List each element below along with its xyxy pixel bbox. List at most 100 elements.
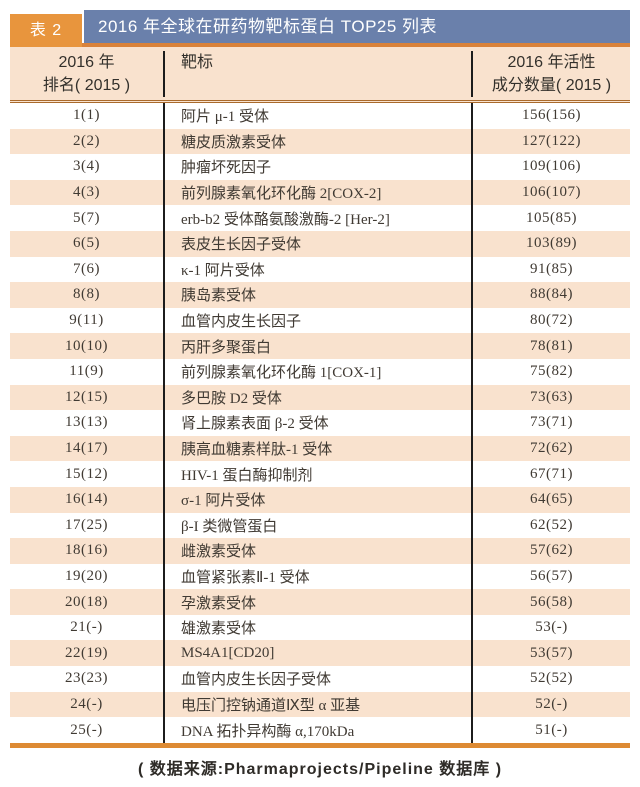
count-cell: 105(85) [526,209,577,226]
count-cell: 78(81) [530,337,573,354]
target-cell: 糖皮质激素受体 [163,128,473,155]
count-cell: 72(62) [530,440,573,457]
data-source-note: ( 数据来源:Pharmaprojects/Pipeline 数据库 ) [137,760,503,778]
table-row: 23(23) 血管内皮生长因子受体 52(52) [10,666,630,692]
count-cell: 53(57) [530,644,573,661]
count-cell: 73(63) [530,388,573,405]
count-cell: 64(65) [530,491,573,508]
target-cell: 孕激素受体 [163,589,473,615]
count-cell: 127(122) [522,132,581,149]
rank-cell: 14(17) [65,440,108,457]
rank-cell: 18(16) [65,542,108,559]
rank-cell: 9(11) [69,312,104,329]
target-cell: σ-1 阿片受体 [163,486,473,513]
count-cell: 103(89) [526,235,577,252]
count-cell: 67(71) [530,465,573,482]
count-cell: 62(52) [530,516,573,533]
table-row: 24(-) 电压门控钠通道Ⅸ型 α 亚基 52(-) [10,691,630,718]
target-cell: DNA 拓扑异构酶 α,170kDa [163,717,473,743]
rank-cell: 21(-) [70,619,103,636]
table-row: 3(4) 肿瘤坏死因子 109(106) [10,154,630,180]
rank-cell: 20(18) [65,593,108,610]
count-cell: 109(106) [522,158,581,175]
column-header-rank-line1: 2016 年 [58,54,115,71]
table-row: 10(10) 丙肝多聚蛋白 78(81) [10,333,630,359]
count-cell: 52(52) [530,670,573,687]
table-row: 13(13) 肾上腺素表面 β-2 受体 73(71) [10,410,630,436]
column-header-count-line1: 2016 年活性 [507,54,596,71]
target-cell: 胰高血糖素样肽-1 受体 [163,435,473,462]
count-cell: 75(82) [530,363,573,380]
table-body: 1(1) 阿片 μ-1 受体 156(156) 2(2) 糖皮质激素受体 127… [10,103,630,743]
table-figure-page: 2016 年全球在研药物靶标蛋白 TOP25 列表 表 2 2016 年 排名(… [0,10,640,787]
table-row: 20(18) 孕激素受体 56(58) [10,589,630,615]
column-header-target: 靶标 [163,51,473,97]
column-header-target-label: 靶标 [181,54,214,71]
count-cell: 80(72) [530,312,573,329]
table-row: 16(14) σ-1 阿片受体 64(65) [10,486,630,513]
target-cell: 雌激素受体 [163,538,473,564]
rank-cell: 6(5) [73,235,100,252]
column-header-count: 2016 年活性 成分数量( 2015 ) [473,51,630,97]
count-cell: 73(71) [530,414,573,431]
rank-cell: 3(4) [73,158,100,175]
count-cell: 56(58) [530,593,573,610]
count-cell: 88(84) [530,286,573,303]
title-underline-strip [10,43,630,47]
column-header-rank: 2016 年 排名( 2015 ) [10,51,163,97]
target-cell: β-I 类微管蛋白 [163,512,473,539]
table-row: 14(17) 胰高血糖素样肽-1 受体 72(62) [10,435,630,462]
target-cell: HIV-1 蛋白酶抑制剂 [163,461,473,487]
count-cell: 56(57) [530,567,573,584]
target-cell: 多巴胺 D2 受体 [163,384,473,411]
count-cell: 53(-) [535,619,568,636]
target-cell: 血管内皮生长因子 [163,307,473,334]
table-row: 22(19) MS4A1[CD20] 53(57) [10,640,630,667]
table-row: 11(9) 前列腺素氧化环化酶 1[COX-1] 75(82) [10,358,630,385]
rank-cell: 2(2) [73,132,100,149]
count-cell: 57(62) [530,542,573,559]
rank-cell: 7(6) [73,260,100,277]
rank-cell: 16(14) [65,491,108,508]
rank-cell: 12(15) [65,388,108,405]
target-cell: 表皮生长因子受体 [163,230,473,257]
target-cell: 血管内皮生长因子受体 [163,666,473,692]
rank-cell: 25(-) [70,721,103,738]
target-cell: 前列腺素氧化环化酶 2[COX-2] [163,179,473,206]
target-cell: 阿片 μ-1 受体 [163,103,473,129]
target-cell: 血管紧张素Ⅱ-1 受体 [163,563,473,590]
table-row: 1(1) 阿片 μ-1 受体 156(156) [10,103,630,129]
table-row: 19(20) 血管紧张素Ⅱ-1 受体 56(57) [10,563,630,590]
targets-table: 2016 年 排名( 2015 ) 靶标 2016 年活性 成分数量( 2015… [10,47,630,743]
count-cell: 51(-) [535,721,568,738]
table-row: 9(11) 血管内皮生长因子 80(72) [10,307,630,334]
table-row: 21(-) 雄激素受体 53(-) [10,614,630,641]
target-cell: 丙肝多聚蛋白 [163,333,473,359]
table-row: 7(6) κ-1 阿片受体 91(85) [10,256,630,283]
target-cell: 肿瘤坏死因子 [163,154,473,180]
rank-cell: 15(12) [65,465,108,482]
rank-cell: 19(20) [65,567,108,584]
table-row: 17(25) β-I 类微管蛋白 62(52) [10,512,630,539]
table-row: 6(5) 表皮生长因子受体 103(89) [10,230,630,257]
table-row: 4(3) 前列腺素氧化环化酶 2[COX-2] 106(107) [10,179,630,206]
table-row: 15(12) HIV-1 蛋白酶抑制剂 67(71) [10,461,630,487]
target-cell: 胰岛素受体 [163,282,473,308]
rank-cell: 11(9) [69,363,104,380]
title-band: 2016 年全球在研药物靶标蛋白 TOP25 列表 表 2 [10,10,630,47]
table-number-tag: 表 2 [10,14,82,47]
rank-cell: 4(3) [73,184,100,201]
rank-cell: 24(-) [70,695,103,712]
table-row: 2(2) 糖皮质激素受体 127(122) [10,128,630,155]
count-cell: 106(107) [522,184,581,201]
table-row: 5(7) erb-b2 受体酪氨酸激酶-2 [Her-2] 105(85) [10,205,630,231]
rank-cell: 8(8) [73,286,100,303]
table-row: 12(15) 多巴胺 D2 受体 73(63) [10,384,630,411]
table-row: 18(16) 雌激素受体 57(62) [10,538,630,564]
count-cell: 52(-) [535,695,568,712]
table-row: 25(-) DNA 拓扑异构酶 α,170kDa 51(-) [10,717,630,743]
table-title: 2016 年全球在研药物靶标蛋白 TOP25 列表 [84,10,630,43]
target-cell: 雄激素受体 [163,614,473,641]
target-cell: 肾上腺素表面 β-2 受体 [163,410,473,436]
count-cell: 91(85) [530,260,573,277]
